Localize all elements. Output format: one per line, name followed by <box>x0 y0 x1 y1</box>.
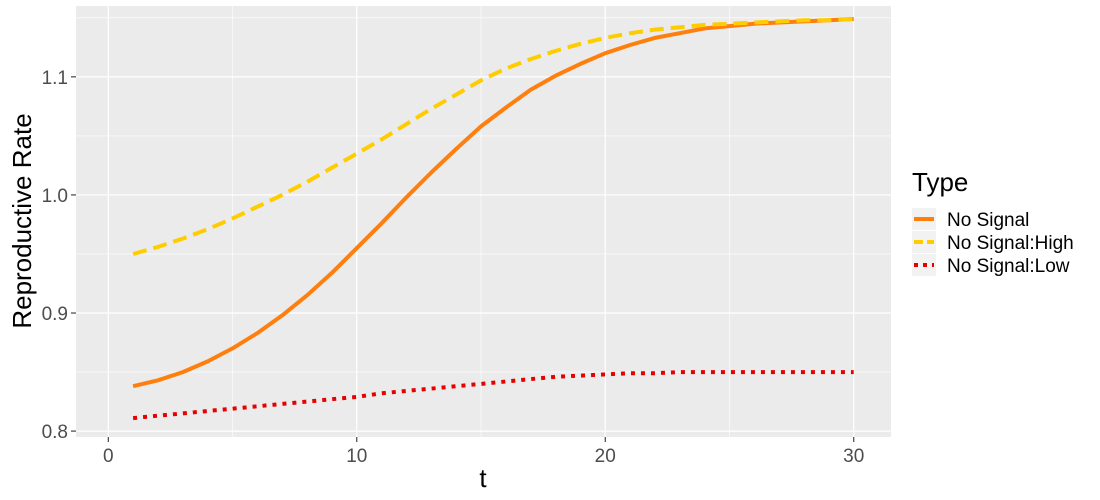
series-line-3 <box>132 370 854 421</box>
legend-title: Type <box>912 167 968 197</box>
x-tick-label: 10 <box>346 446 367 467</box>
legend-label: No Signal:High <box>947 233 1074 254</box>
series-line-2 <box>132 17 854 256</box>
y-tick-label: 0.9 <box>42 304 68 325</box>
x-axis-title: t <box>479 463 487 493</box>
axis-ticks <box>71 76 855 442</box>
series-lines <box>132 17 854 421</box>
x-tick-label: 0 <box>103 446 114 467</box>
legend-key-box <box>912 231 936 253</box>
series-line-1 <box>132 17 854 389</box>
grid-lines <box>76 6 891 437</box>
y-tick-label: 1.1 <box>42 68 68 89</box>
y-tick-label: 0.8 <box>42 422 68 443</box>
legend-label: No Signal <box>947 210 1029 231</box>
x-tick-label: 30 <box>843 446 864 467</box>
y-tick-labels: 0.8 0.9 1.0 1.1 <box>42 68 68 443</box>
x-tick-labels: 0 10 20 30 <box>103 446 864 467</box>
y-tick-label: 1.0 <box>42 186 68 207</box>
y-axis-title: Reproductive Rate <box>7 113 37 328</box>
legend-label: No Signal:Low <box>947 256 1070 277</box>
x-tick-label: 20 <box>595 446 616 467</box>
plot-panel <box>76 6 891 437</box>
